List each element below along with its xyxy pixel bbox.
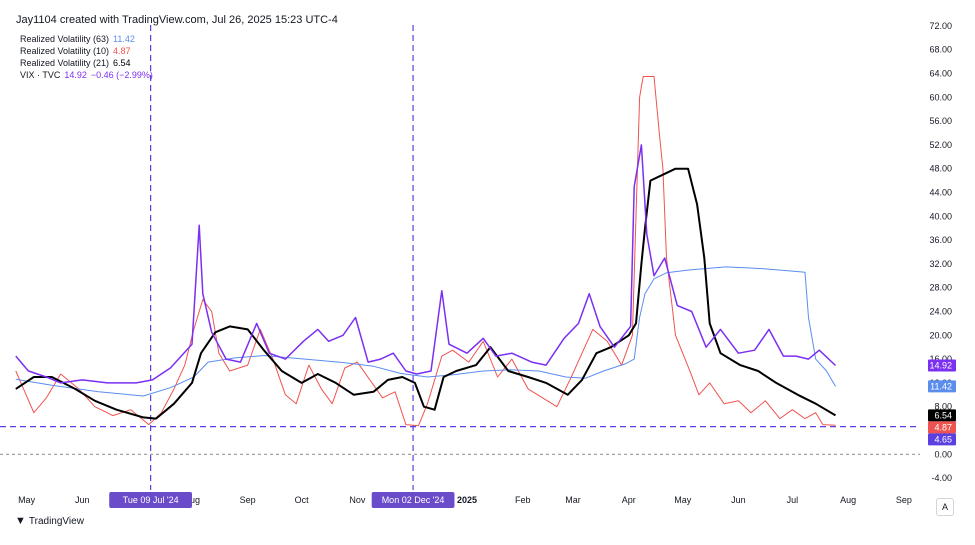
chart-legend: Realized Volatility (63) 11.42 Realized V… xyxy=(20,33,153,81)
price-label-badge xyxy=(928,433,956,446)
marker-date-label: Mon 02 Dec '24 xyxy=(382,495,445,505)
x-tick-label: Mar xyxy=(565,495,581,505)
price-label-text: 11.42 xyxy=(930,381,952,391)
y-tick-label: 64.00 xyxy=(929,69,952,79)
legend-value: 6.54 xyxy=(113,58,131,68)
series-line-0 xyxy=(15,266,836,397)
y-tick-label: 36.00 xyxy=(929,235,952,245)
x-tick-label: Aug xyxy=(840,495,856,505)
y-tick-label: 56.00 xyxy=(929,116,952,126)
chart-header: Jay1104 created with TradingView.com, Ju… xyxy=(16,14,338,26)
y-tick-label: 60.00 xyxy=(929,92,952,102)
y-tick-label: 44.00 xyxy=(929,188,952,198)
marker-date-badge xyxy=(371,492,455,508)
legend-label: Realized Volatility (63) xyxy=(20,34,110,44)
y-tick-label: 20.00 xyxy=(929,330,952,340)
series-lines xyxy=(15,76,837,427)
price-labels: 14.92 11.42 6.54 4.87 4.65 xyxy=(928,359,956,446)
series-line-1 xyxy=(15,76,836,427)
legend-value: 11.42 xyxy=(113,34,135,44)
x-tick-label: Oct xyxy=(295,495,310,505)
legend-value: 4.87 xyxy=(113,46,131,56)
brand-name: TradingView xyxy=(28,515,84,527)
y-tick-label: 16.00 xyxy=(929,354,952,364)
y-tick-label: 8.00 xyxy=(934,402,952,412)
price-label-text: 4.87 xyxy=(934,422,952,432)
legend-label: VIX · TVC xyxy=(20,70,61,80)
series-line-3 xyxy=(15,144,837,384)
series-line-2 xyxy=(15,167,837,420)
marker-date-label: Tue 09 Jul '24 xyxy=(123,495,179,505)
y-tick-label: 24.00 xyxy=(929,307,952,317)
x-tick-label: May xyxy=(18,495,36,505)
legend-item-rv21[interactable]: Realized Volatility (21) 6.54 xyxy=(20,57,153,69)
y-tick-label: 72.00 xyxy=(929,21,952,31)
y-tick-label: 48.00 xyxy=(929,164,952,174)
legend-item-rv10[interactable]: Realized Volatility (10) 4.87 xyxy=(20,45,153,57)
x-axis-ticks: May Jun Aug Sep Oct Nov 2025 Feb Mar Apr May Jun Jul… xyxy=(18,492,912,508)
price-label-text: 6.54 xyxy=(934,410,952,420)
price-label-badge xyxy=(928,380,956,393)
x-tick-label: Jun xyxy=(75,495,90,505)
x-tick-label: Sep xyxy=(240,495,256,505)
x-tick-label: May xyxy=(674,495,692,505)
marker-date-badge xyxy=(109,492,193,508)
price-label-badge xyxy=(928,359,956,372)
x-tick-label: Feb xyxy=(515,495,531,505)
legend-value: 14.92 xyxy=(64,70,87,80)
x-tick-label: Jun xyxy=(731,495,746,505)
legend-change: −0.46 (−2.99%) xyxy=(90,70,153,80)
tradingview-logo-icon: ▼ xyxy=(15,515,26,527)
y-tick-label: 68.00 xyxy=(929,45,952,55)
y-tick-label: 0.00 xyxy=(934,449,952,459)
y-tick-label: 40.00 xyxy=(929,211,952,221)
y-tick-label: 32.00 xyxy=(929,259,952,269)
auto-scale-button[interactable]: A xyxy=(936,498,954,516)
reference-lines xyxy=(0,426,920,455)
legend-label: Realized Volatility (21) xyxy=(20,58,110,68)
price-label-badge xyxy=(928,409,956,422)
legend-label: Realized Volatility (10) xyxy=(20,46,110,56)
x-tick-label: Jul xyxy=(787,495,799,505)
date-marker-lines xyxy=(150,25,414,490)
y-tick-label: 52.00 xyxy=(929,140,952,150)
price-label-badge xyxy=(928,421,956,434)
legend-item-rv63[interactable]: Realized Volatility (63) 11.42 xyxy=(20,33,153,45)
price-label-text: 14.92 xyxy=(929,361,952,371)
price-label-text: 4.65 xyxy=(934,434,952,444)
y-axis-ticks: 72.00 68.00 64.00 60.00 56.00 52.00 48.00 44.00… xyxy=(929,21,952,483)
legend-item-vix[interactable]: VIX · TVC 14.92 −0.46 (−2.99%) xyxy=(20,69,153,81)
x-tick-label: Apr xyxy=(622,495,636,505)
x-tick-label: 2025 xyxy=(457,495,477,505)
x-tick-label: Sep xyxy=(896,495,912,505)
y-tick-label: -4.00 xyxy=(931,473,952,483)
footer-brand[interactable]: ▼ TradingView xyxy=(15,515,84,527)
x-tick-label: Nov xyxy=(349,495,366,505)
y-tick-label: 28.00 xyxy=(929,283,952,293)
